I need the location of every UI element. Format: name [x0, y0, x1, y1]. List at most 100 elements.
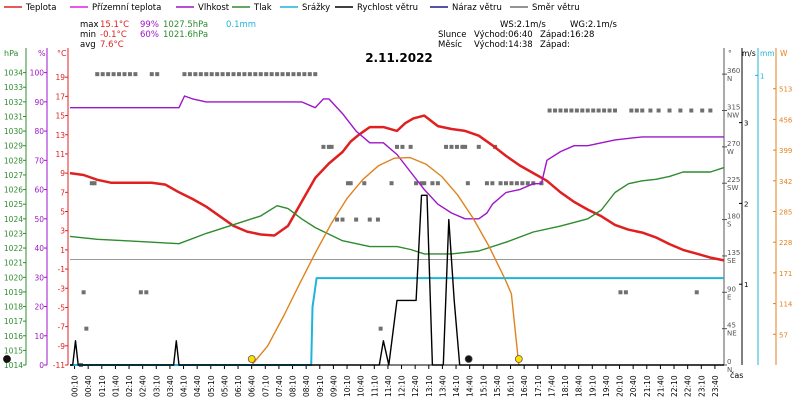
wind-direction-dot: [708, 108, 713, 113]
dir-tick-label: 225: [727, 176, 740, 184]
wind-direction-dot: [618, 290, 623, 295]
degc-tick-label: 11: [55, 150, 65, 159]
pct-tick-label: 90: [34, 98, 44, 107]
sunrise-marker: [247, 355, 256, 363]
wind-direction-dot: [226, 72, 231, 77]
legend-label: Směr větru: [532, 3, 580, 13]
legend: Teplota Přízemní teplota Vlhkost Tlak Srážky…: [4, 3, 580, 13]
wind-direction-dot: [335, 217, 340, 222]
wind-direction-dot: [419, 181, 424, 186]
hpa-tick-label: 1015: [4, 346, 23, 355]
wind-direction-dot: [127, 72, 132, 77]
wind-direction-dot: [667, 108, 672, 113]
dir-tick-direction: S: [727, 221, 732, 229]
hpa-tick-label: 1023: [4, 229, 23, 238]
wind-direction-dot: [476, 144, 481, 149]
degc-tick-label: 7: [60, 188, 65, 197]
dir-tick-direction: SE: [727, 257, 736, 265]
dir-tick-direction: SW: [727, 184, 738, 192]
wind-direction-dot: [520, 181, 525, 186]
wind-direction-dot: [258, 72, 263, 77]
mm-tick-label: 1: [760, 72, 764, 80]
series-line-slunecni-zareni: [251, 156, 520, 366]
hpa-tick-label: 1024: [4, 215, 23, 224]
hpa-tick-label: 1018: [4, 303, 23, 312]
time-tick-label: 16:10: [507, 375, 516, 397]
wind-direction-dot: [302, 72, 307, 77]
wind-direction-dot: [694, 290, 699, 295]
wind-direction-dot: [138, 290, 143, 295]
w-tick-label: 513: [779, 86, 792, 94]
wind-direction-dot: [547, 108, 552, 113]
wind-direction-dot: [95, 72, 100, 77]
wind-direction-dot: [634, 108, 639, 113]
time-axis-title: čas: [730, 370, 743, 380]
w-tick-label: 171: [779, 270, 792, 278]
wind-direction-dot: [435, 181, 440, 186]
time-tick-label: 14:40: [466, 375, 475, 397]
time-tick-label: 08:40: [302, 375, 311, 397]
wind-direction-dot: [117, 72, 122, 77]
wind-direction-dot: [286, 72, 290, 77]
wind-direction-dot: [430, 181, 435, 186]
dir-tick-direction: NW: [727, 112, 739, 120]
time-tick-label: 22:40: [684, 375, 693, 397]
time-tick-label: 01:10: [98, 375, 107, 397]
time-tick-label: 09:10: [316, 375, 325, 397]
wind-direction-dot: [242, 72, 247, 77]
stats-min-label: min: [80, 30, 96, 40]
stats-max-press: 1027.5hPa: [163, 20, 208, 30]
wind-direction-dot: [689, 108, 694, 113]
time-tick-label: 18:40: [575, 375, 584, 397]
stats-min-temp: -0.1°C: [100, 30, 127, 40]
time-tick-label: 19:10: [588, 375, 597, 397]
legend-label: Přízemní teplota: [92, 3, 161, 13]
time-tick-label: 05:40: [220, 375, 229, 397]
wind-direction-dot: [580, 108, 585, 113]
dir-tick-label: 135: [727, 249, 740, 257]
hpa-axis-title: hPa: [4, 49, 19, 58]
degc-tick-label: 3: [60, 227, 65, 236]
time-tick-label: 23:10: [697, 375, 706, 397]
time-tick-label: 05:10: [207, 375, 216, 397]
wind-direction-dot: [111, 72, 116, 77]
stats-moon-rise: Východ:14:38: [474, 40, 533, 50]
degc-axis-title: °C: [57, 49, 67, 58]
pct-tick-label: 80: [34, 127, 44, 136]
time-tick-label: 02:10: [125, 375, 134, 397]
hpa-tick-label: 1031: [4, 112, 23, 121]
time-tick-label: 00:10: [71, 375, 80, 397]
hpa-tick-label: 1033: [4, 83, 23, 92]
hpa-tick-label: 1020: [4, 273, 23, 282]
legend-label: Náraz větru: [452, 3, 502, 13]
hpa-tick-label: 1034: [4, 69, 23, 78]
degc-tick-label: 13: [55, 131, 65, 140]
legend-label: Srážky: [302, 3, 330, 13]
time-tick-label: 06:40: [248, 375, 257, 397]
time-tick-label: 16:40: [520, 375, 529, 397]
degc-tick-label: -3: [58, 284, 66, 293]
wind-direction-dot: [465, 181, 470, 186]
hpa-tick-label: 1017: [4, 317, 23, 326]
dir-tick-label: 315: [727, 104, 740, 112]
stats-moon-set: Západ:: [540, 40, 570, 50]
series-line-rychlost-vetru: [70, 194, 724, 366]
series-line-teplota: [69, 114, 725, 262]
wind-direction-dot: [345, 181, 350, 186]
wind-direction-dot: [313, 72, 318, 77]
stats-max-label: max: [80, 20, 99, 30]
wind-direction-dot: [367, 217, 372, 222]
wind-direction-dot: [509, 181, 514, 186]
stats-moon-label: Měsíc: [438, 40, 462, 50]
wind-direction-dot: [591, 108, 596, 113]
hpa-tick-label: 1028: [4, 156, 23, 165]
wind-direction-dot: [348, 181, 353, 186]
w-axis-title: W: [780, 49, 788, 58]
wind-direction-dot: [449, 144, 454, 149]
time-tick-label: 13:10: [425, 375, 434, 397]
pct-tick-label: 10: [34, 332, 44, 341]
moon-phase-marker: [3, 355, 11, 363]
time-tick-label: 21:10: [643, 375, 652, 397]
moonrise-marker: [464, 355, 473, 363]
time-tick-label: 07:40: [275, 375, 284, 397]
